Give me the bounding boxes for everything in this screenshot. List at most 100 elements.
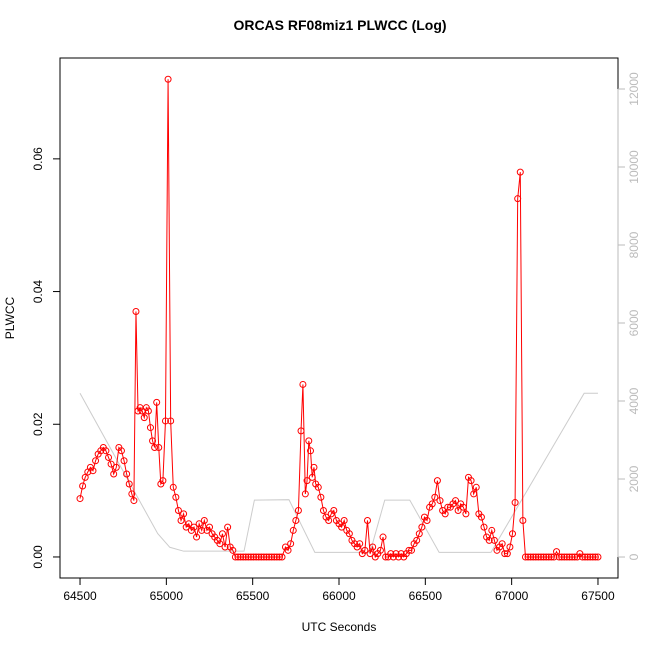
data-point (490, 536, 498, 544)
data-point (310, 463, 318, 471)
y2-tick-label: 10000 (627, 150, 641, 184)
data-point (305, 437, 313, 445)
data-point (345, 530, 353, 538)
data-point (117, 447, 125, 455)
data-point (151, 443, 159, 451)
data-point (565, 553, 573, 561)
y2-tick-label: 0 (627, 553, 641, 560)
x-tick-label: 67000 (495, 589, 529, 603)
data-point (540, 553, 548, 561)
data-point (231, 553, 239, 561)
data-point (221, 543, 229, 551)
data-point (255, 553, 263, 561)
data-point (519, 516, 527, 524)
data-point (568, 553, 576, 561)
data-point (521, 553, 529, 561)
data-point (444, 503, 452, 511)
x-tick-label: 64500 (63, 589, 97, 603)
x-tick-label: 65500 (236, 589, 270, 603)
data-point (511, 499, 519, 507)
data-point (361, 546, 369, 554)
data-point (224, 523, 232, 531)
data-point (206, 523, 214, 531)
data-point (110, 470, 118, 478)
y-tick-label: 0.06 (31, 147, 45, 171)
data-point (594, 553, 602, 561)
series-line (79, 392, 598, 553)
data-point (514, 195, 522, 203)
data-point (161, 417, 169, 425)
data-point (149, 437, 157, 445)
data-point (436, 497, 444, 505)
x-tick-label: 65000 (150, 589, 184, 603)
data-point (516, 168, 524, 176)
y2-tick-label: 6000 (627, 309, 641, 336)
data-point (252, 553, 260, 561)
data-point (140, 414, 148, 422)
data-point (503, 550, 511, 558)
data-point (144, 407, 152, 415)
data-point (454, 507, 462, 515)
plot-frame (59, 57, 619, 579)
data-point (273, 553, 281, 561)
data-point (159, 477, 167, 485)
data-point (581, 553, 589, 561)
data-point (589, 553, 597, 561)
data-point (591, 553, 599, 561)
data-point (292, 516, 300, 524)
data-point (498, 540, 506, 548)
data-point (216, 540, 224, 548)
data-point (244, 553, 252, 561)
data-point (459, 503, 467, 511)
data-point (319, 507, 327, 515)
data-point (532, 553, 540, 561)
data-point (433, 477, 441, 485)
data-point (480, 523, 488, 531)
data-point (418, 523, 426, 531)
data-point (560, 553, 568, 561)
data-point (571, 553, 579, 561)
data-point (132, 307, 140, 315)
data-point (542, 553, 550, 561)
data-point (153, 398, 161, 406)
data-point (262, 553, 270, 561)
y-tick-label: 0.04 (31, 280, 45, 304)
data-point (325, 516, 333, 524)
y-tick-label: 0.02 (31, 412, 45, 436)
data-point (405, 546, 413, 554)
data-point (509, 530, 517, 538)
data-point (558, 553, 566, 561)
data-point (190, 523, 198, 531)
data-point (317, 493, 325, 501)
data-point (297, 427, 305, 435)
chart-title: ORCAS RF08miz1 PLWCC (Log) (233, 17, 446, 33)
data-point (172, 493, 180, 501)
data-point (578, 553, 586, 561)
data-point (428, 500, 436, 508)
data-point (146, 424, 154, 432)
x-tick-label: 67500 (581, 589, 615, 603)
x-axis-label: UTC Seconds (302, 620, 377, 634)
data-point (431, 493, 439, 501)
data-point (545, 553, 553, 561)
data-point (330, 507, 338, 515)
data-point (185, 520, 193, 528)
data-point (250, 553, 258, 561)
data-point (195, 520, 203, 528)
data-point (198, 526, 206, 534)
data-point (584, 553, 592, 561)
data-point (294, 507, 302, 515)
data-point (501, 550, 509, 558)
data-point (303, 477, 311, 485)
y2-tick-label: 4000 (627, 387, 641, 414)
data-point (413, 536, 421, 544)
data-point (123, 470, 131, 478)
data-point (369, 543, 377, 551)
data-point (102, 447, 110, 455)
data-point (547, 553, 555, 561)
data-point (441, 510, 449, 518)
data-point (128, 490, 136, 498)
data-point (200, 516, 208, 524)
data-point (506, 543, 514, 551)
